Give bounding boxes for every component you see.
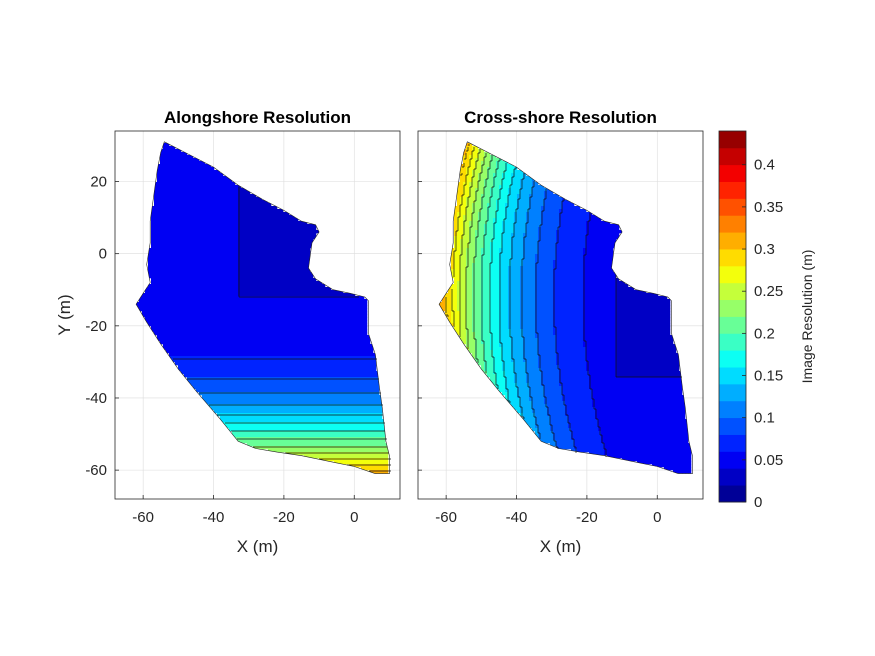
colorbar-swatch: [719, 249, 746, 267]
x-tick-label: -60: [132, 509, 154, 526]
contour-boundaries: [173, 187, 391, 472]
crossshore-y-ticks: [418, 181, 422, 471]
colorbar-swatch: [719, 367, 746, 385]
crossshore-x-axis-label: X (m): [540, 537, 582, 556]
colorbar-swatch: [719, 333, 746, 351]
x-tick-label: -60: [435, 509, 457, 526]
colorbar-swatch: [719, 451, 746, 469]
colorbar-swatch: [719, 232, 746, 250]
colorbar-tick-label: 0.25: [754, 283, 783, 300]
colorbar-swatch: [719, 198, 746, 216]
x-tick-label: 0: [653, 509, 661, 526]
colorbar-swatch: [719, 383, 746, 402]
colorbar-tick-label: 0.35: [754, 199, 783, 216]
crossshore-title: Cross-shore Resolution: [464, 108, 657, 127]
crossshore-panel: -60 -40 -20 0 Cross-shore Resolution X (m): [417, 108, 704, 556]
crossshore-contour-field: [439, 143, 692, 474]
colorbar-tick-label: 0.1: [754, 410, 775, 427]
colorbar-swatch: [719, 164, 746, 182]
x-tick-label: -20: [273, 509, 295, 526]
alongshore-title: Alongshore Resolution: [164, 108, 351, 127]
crossshore-contour-lines: [445, 144, 682, 457]
colorbar-swatch: [719, 400, 746, 419]
x-tick-label: -40: [203, 509, 225, 526]
alongshore-panel: -60 -40 -20 0 -60 -40 -20 0 20 Alongshore Resol…: [55, 108, 401, 556]
colorbar-swatch: [719, 215, 746, 233]
colorbar-swatch: [719, 434, 746, 452]
x-tick-label: -20: [576, 509, 598, 526]
alongshore-contour-field: [136, 143, 389, 474]
alongshore-axes-frame: [114, 130, 401, 500]
colorbar-label: Image Resolution (m): [799, 250, 815, 384]
alongshore-y-axis-label: Y (m): [55, 294, 74, 335]
colorbar-tick-label: 0.3: [754, 241, 775, 258]
colorbar: 0 0.05 0.1 0.15 0.2 0.25 0.3 0.35 0.4 Image Reso…: [718, 130, 815, 511]
colorbar-swatch: [719, 282, 746, 301]
x-tick-label: -40: [506, 509, 528, 526]
y-tick-label: 0: [99, 246, 107, 263]
y-tick-label: -40: [85, 390, 107, 407]
colorbar-tick-label: 0.4: [754, 157, 775, 174]
alongshore-contour-lines: [173, 187, 391, 472]
colorbar-swatches: [719, 131, 746, 503]
colorbar-swatch: [719, 265, 746, 284]
colorbar-swatch: [719, 299, 746, 317]
colorbar-tick-label: 0.2: [754, 325, 775, 342]
crossshore-axes-frame: [417, 130, 704, 500]
y-tick-label: -60: [85, 462, 107, 479]
contour-boundaries: [445, 144, 682, 457]
colorbar-swatch: [719, 350, 746, 368]
colorbar-tick-label: 0.05: [754, 452, 783, 469]
colorbar-tick-label: 0.15: [754, 368, 783, 385]
crossshore-x-ticks: -60 -40 -20 0: [435, 495, 661, 526]
y-tick-label: -20: [85, 318, 107, 335]
colorbar-tick-label: 0: [754, 494, 762, 511]
alongshore-x-axis-label: X (m): [237, 537, 279, 556]
colorbar-ticks: 0 0.05 0.1 0.15 0.2 0.25 0.3 0.35 0.4: [742, 157, 783, 511]
colorbar-swatch: [719, 131, 746, 149]
alongshore-x-ticks: -60 -40 -20 0: [132, 495, 358, 526]
y-tick-label: 20: [90, 174, 107, 191]
crossshore-domain-outline: [438, 141, 693, 474]
colorbar-swatch: [719, 147, 746, 166]
alongshore-domain-outline: [135, 141, 390, 474]
alongshore-y-ticks: -60 -40 -20 0 20: [85, 174, 119, 479]
colorbar-swatch: [719, 417, 746, 435]
colorbar-swatch: [719, 181, 746, 199]
x-tick-label: 0: [350, 509, 358, 526]
colorbar-swatch: [719, 468, 746, 486]
colorbar-frame: [718, 130, 747, 503]
colorbar-swatch: [719, 316, 746, 334]
colorbar-swatch: [719, 485, 746, 503]
